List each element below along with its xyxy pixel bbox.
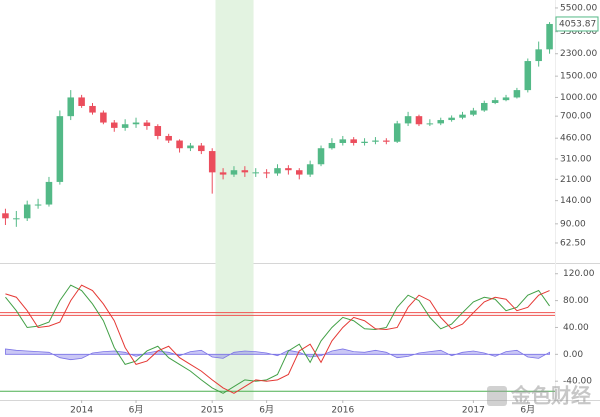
candle-body xyxy=(252,172,259,174)
candle-body xyxy=(524,61,532,91)
candle-body xyxy=(437,120,444,124)
candle-body xyxy=(143,122,151,127)
candle-body xyxy=(448,117,455,121)
y-tick-label: 3500.00 xyxy=(560,27,597,37)
y-tick-label: 80.00 xyxy=(563,296,589,306)
last-price-box xyxy=(555,16,599,32)
y-tick-label: 2300.00 xyxy=(560,49,597,59)
candle-body xyxy=(350,139,357,143)
x-tick-label: 2014 xyxy=(70,406,93,416)
candle-body xyxy=(328,142,336,149)
candle-body xyxy=(372,140,379,142)
candle-body xyxy=(208,151,216,173)
candle-body xyxy=(111,122,118,128)
candle-body xyxy=(426,123,434,125)
x-tick-label: 2015 xyxy=(201,406,224,416)
candle-body xyxy=(154,126,162,136)
candle-body xyxy=(285,168,292,171)
y-tick-label: 460.00 xyxy=(560,134,592,144)
candle-body xyxy=(361,141,368,143)
candle-body xyxy=(132,122,140,125)
candle-body xyxy=(339,139,347,143)
candle-body xyxy=(78,97,85,106)
watermark-text: 金色财经 xyxy=(510,384,591,408)
candle-body xyxy=(45,181,53,205)
candle-body xyxy=(383,140,390,142)
candle-body xyxy=(470,110,477,115)
candle-body xyxy=(415,116,423,125)
candle-body xyxy=(198,145,205,152)
y-tick-label: 1500.00 xyxy=(560,72,597,82)
oscillator-area xyxy=(5,348,550,361)
y-tick-label: 90.00 xyxy=(560,219,586,229)
y-tick-label: 210.00 xyxy=(560,175,592,185)
x-tick-label: 6月 xyxy=(520,405,535,416)
candle-body xyxy=(513,90,521,98)
candle-body xyxy=(491,100,499,103)
watermark-logo xyxy=(487,386,507,406)
candle-body xyxy=(34,204,42,206)
x-tick-label: 6月 xyxy=(129,405,144,416)
highlight-range xyxy=(215,0,254,400)
y-tick-label: 120.00 xyxy=(563,269,595,279)
candle-body xyxy=(13,218,20,220)
y-tick-label: -40.00 xyxy=(563,377,592,387)
candle-body xyxy=(306,164,314,175)
watermark: 金色财经 xyxy=(487,384,591,408)
candle-body xyxy=(546,23,553,50)
y-tick-label: 700.00 xyxy=(560,112,592,122)
candle-body xyxy=(89,105,96,113)
candle-body xyxy=(241,170,249,173)
oscillator-line xyxy=(5,284,550,394)
candle-body xyxy=(481,102,488,111)
candle-body xyxy=(230,170,238,175)
candle-body xyxy=(535,49,542,62)
candle-body xyxy=(502,97,510,101)
candle-body xyxy=(121,124,129,128)
candle-body xyxy=(404,116,412,124)
candle-body xyxy=(56,116,64,182)
candle-body xyxy=(100,112,107,123)
y-tick-label: 1000.00 xyxy=(560,93,597,103)
candle-body xyxy=(187,145,194,149)
candle-body xyxy=(176,140,183,149)
y-tick-label: 140.00 xyxy=(560,196,592,206)
candle-body xyxy=(459,114,466,118)
y-tick-label: 310.00 xyxy=(560,154,592,164)
oscillator-line xyxy=(5,284,550,394)
candle-body xyxy=(219,172,227,175)
candle-body xyxy=(274,168,281,174)
x-tick-label: 2016 xyxy=(331,406,354,416)
candle-body xyxy=(393,123,401,142)
y-tick-label: 40.00 xyxy=(563,323,589,333)
y-tick-label: 62.50 xyxy=(560,238,586,248)
candle-body xyxy=(67,97,74,117)
candle-body xyxy=(263,172,270,174)
candle-body xyxy=(2,213,9,219)
candle-body xyxy=(23,204,31,219)
y-tick-label: 5500.00 xyxy=(560,3,597,13)
x-tick-label: 6月 xyxy=(259,405,274,416)
x-tick-label: 2017 xyxy=(462,406,485,416)
candle-body xyxy=(317,148,325,165)
candle-body xyxy=(296,170,303,175)
last-price-label: 4053.87 xyxy=(559,19,596,29)
y-tick-label: 0.00 xyxy=(563,350,583,360)
candle-body xyxy=(165,135,172,141)
